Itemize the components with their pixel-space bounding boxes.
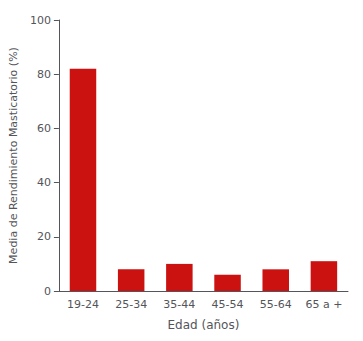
svg-text:0: 0	[44, 285, 51, 298]
svg-text:80: 80	[37, 68, 51, 81]
svg-text:Edad (años): Edad (años)	[167, 318, 239, 332]
svg-text:Media de Rendimiento Masticato: Media de Rendimiento Masticatorio (%)	[7, 47, 20, 264]
svg-text:100: 100	[30, 14, 51, 27]
svg-text:60: 60	[37, 122, 51, 135]
svg-text:65 a +: 65 a +	[305, 298, 342, 311]
svg-text:40: 40	[37, 176, 51, 189]
svg-text:19-24: 19-24	[67, 298, 99, 311]
svg-text:25-34: 25-34	[115, 298, 147, 311]
svg-text:45-54: 45-54	[212, 298, 244, 311]
svg-text:35-44: 35-44	[163, 298, 195, 311]
svg-text:55-64: 55-64	[260, 298, 292, 311]
svg-text:20: 20	[37, 230, 51, 243]
